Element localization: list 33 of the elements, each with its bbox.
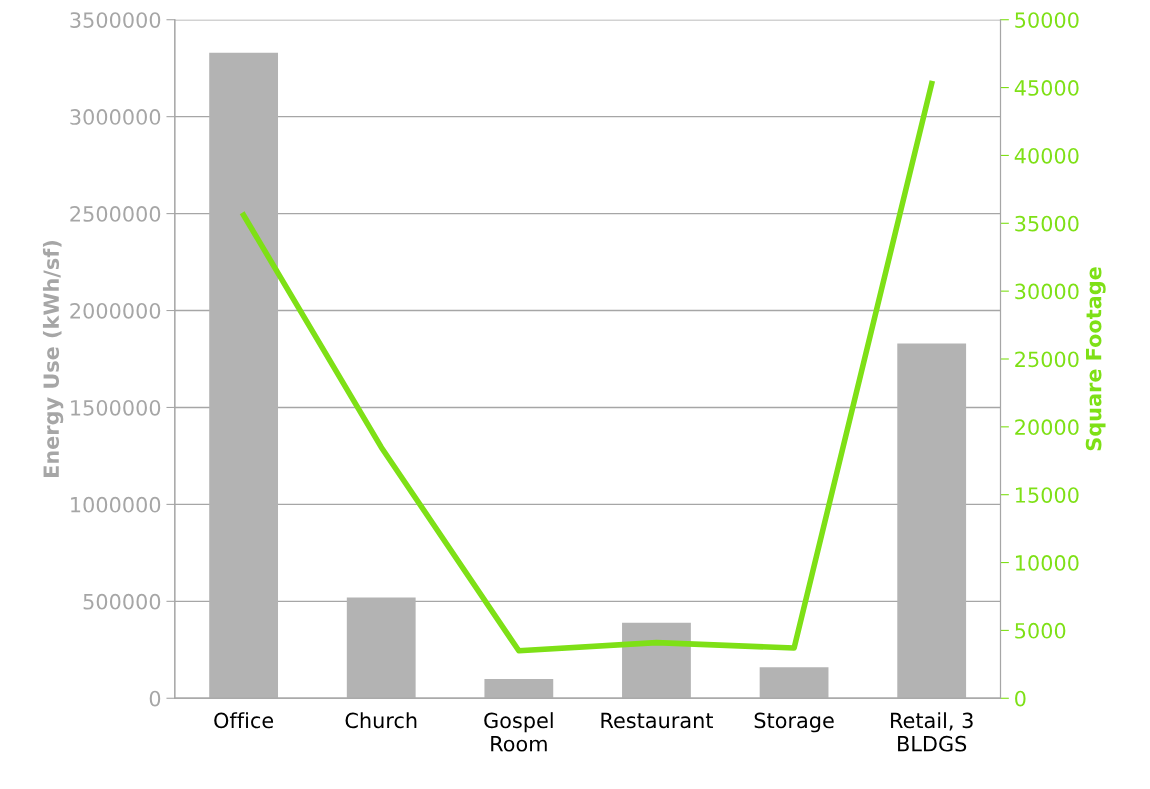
bar xyxy=(622,622,691,699)
y-tick-label: 0 xyxy=(149,690,161,707)
y2-tick-label: 15000 xyxy=(1015,487,1079,503)
x-tick-label: Restaurant xyxy=(601,712,713,729)
y-tick-label: 3500000 xyxy=(70,12,161,28)
x-tick-label: Church xyxy=(345,712,417,729)
y-tick-label: 3000000 xyxy=(70,109,161,125)
y-tick-label: 2500000 xyxy=(70,206,161,222)
y2-tick-label: 20000 xyxy=(1015,419,1079,436)
y-axis-title: Energy Use (kWh/sf) xyxy=(42,240,64,477)
y2-tick-label: 40000 xyxy=(1014,147,1079,164)
x-tick-label: Gospel Room xyxy=(484,712,553,752)
y2-tick-label: 30000 xyxy=(1015,283,1079,300)
x-tick-label: Office xyxy=(214,712,274,729)
y2-tick-label: 0 xyxy=(1015,690,1026,707)
y2-tick-label: 50000 xyxy=(1015,12,1079,28)
y2-tick-label: 5000 xyxy=(1015,622,1066,639)
x-tick-label: Retail, 3 BLDGS xyxy=(891,712,973,752)
y-tick-label: 2000000 xyxy=(70,302,161,319)
x-tick-label: Storage xyxy=(754,712,834,733)
bar xyxy=(209,52,279,699)
y-tick-label: 1000000 xyxy=(71,496,161,513)
y2-axis-title: Square Footage xyxy=(1085,267,1106,451)
y2-tick-label: 25000 xyxy=(1015,351,1079,368)
bar xyxy=(897,343,967,699)
y2-tick-label: 35000 xyxy=(1015,215,1079,232)
y-tick-label: 1500000 xyxy=(71,399,161,416)
bar xyxy=(759,667,829,699)
bar xyxy=(346,597,416,699)
y2-tick-label: 10000 xyxy=(1015,555,1079,571)
bar xyxy=(484,678,554,699)
y-tick-label: 500000 xyxy=(83,593,161,610)
y2-tick-label: 45000 xyxy=(1014,80,1079,96)
